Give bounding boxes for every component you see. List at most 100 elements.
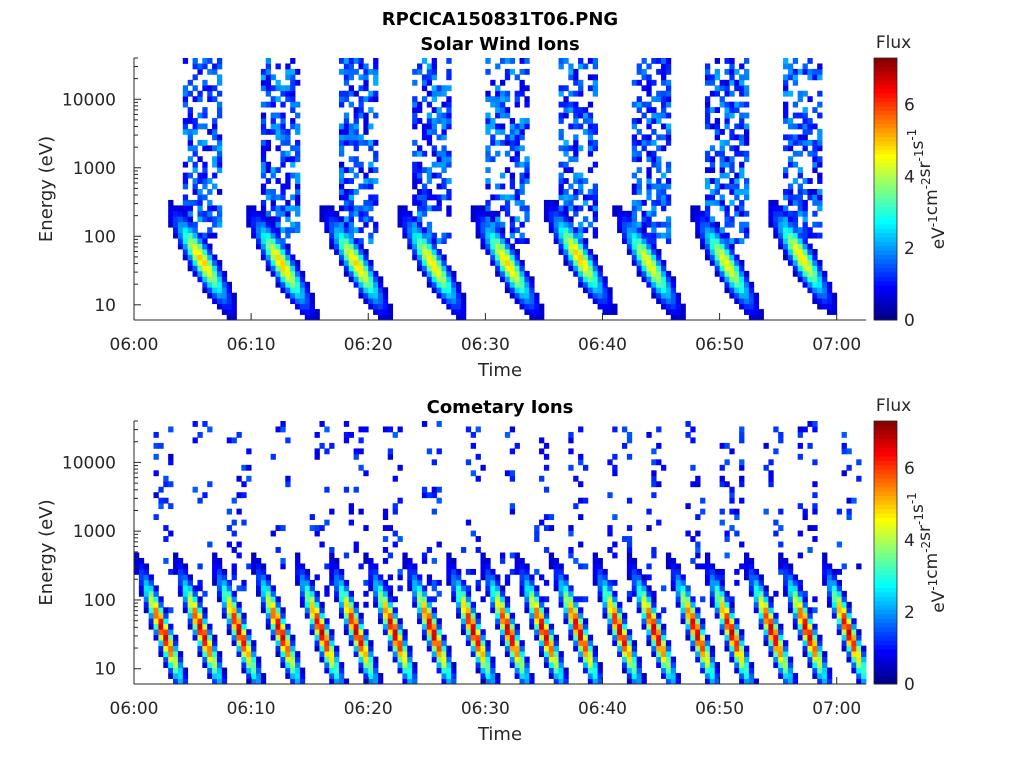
heatmap-cell	[719, 270, 725, 277]
heatmap-cell	[363, 139, 369, 146]
heatmap-cell	[519, 590, 525, 597]
heatmap-cell	[626, 525, 633, 531]
heatmap-cell	[568, 194, 574, 201]
heatmap-cell	[192, 254, 198, 261]
heatmap-cell	[846, 607, 852, 614]
heatmap-cell	[187, 205, 193, 212]
heatmap-cell	[626, 634, 633, 641]
heatmap-cell	[280, 139, 286, 146]
heatmap-cell	[631, 189, 638, 195]
heatmap-cell	[509, 426, 516, 433]
heatmap-cell	[797, 150, 803, 157]
heatmap-cell	[402, 629, 408, 636]
heatmap-cell	[426, 238, 433, 244]
heatmap-cell	[246, 673, 252, 679]
heatmap-cell	[729, 79, 735, 86]
heatmap-cell	[275, 134, 281, 141]
heatmap-cell	[802, 623, 808, 630]
heatmap-cell	[753, 585, 760, 592]
heatmap-cell	[221, 292, 228, 299]
heatmap-cell	[221, 590, 228, 597]
heatmap-cell	[563, 232, 569, 239]
heatmap-cell	[329, 552, 335, 559]
heatmap-cell	[504, 112, 511, 119]
heatmap-cell	[338, 150, 345, 157]
heatmap-cell	[387, 448, 394, 455]
heatmap-cell	[363, 276, 369, 283]
heatmap-cell	[783, 645, 789, 652]
heatmap-cell	[338, 216, 345, 223]
heatmap-cell	[407, 227, 413, 234]
heatmap-cell	[495, 232, 501, 239]
heatmap-cell	[665, 216, 672, 223]
heatmap-cell	[392, 612, 398, 619]
heatmap-cell	[636, 579, 642, 586]
heatmap-cell	[783, 662, 789, 668]
heatmap-cell	[392, 634, 398, 641]
heatmap-cell	[373, 574, 379, 581]
heatmap-cell	[709, 585, 716, 592]
heatmap-cell	[524, 303, 530, 310]
heatmap-cell	[641, 112, 647, 119]
heatmap-cell	[568, 249, 574, 255]
heatmap-cell	[700, 227, 706, 234]
heatmap-cell	[173, 656, 179, 663]
heatmap-cell	[646, 508, 652, 515]
heatmap-cell	[265, 249, 272, 255]
heatmap-cell	[382, 309, 389, 315]
colorbar-segment	[874, 618, 897, 624]
heatmap-cell	[665, 167, 672, 174]
heatmap-cell	[563, 259, 569, 266]
heatmap-cell	[231, 640, 237, 647]
colorbar-segment	[874, 114, 897, 120]
heatmap-cell	[612, 607, 618, 614]
heatmap-cell	[353, 189, 359, 195]
heatmap-cell	[514, 662, 520, 668]
heatmap-cell	[500, 232, 506, 239]
heatmap-cell	[714, 123, 720, 130]
heatmap-cell	[568, 265, 574, 272]
heatmap-cell	[256, 563, 262, 570]
heatmap-cell	[309, 596, 315, 603]
heatmap-cell	[358, 58, 364, 64]
heatmap-cell	[807, 189, 813, 195]
heatmap-cell	[226, 612, 232, 619]
heatmap-cell	[202, 243, 208, 250]
heatmap-cell	[182, 232, 189, 239]
heatmap-cell	[739, 281, 745, 288]
heatmap-cell	[353, 453, 359, 460]
heatmap-cell	[500, 249, 506, 255]
heatmap-cell	[173, 651, 179, 658]
heatmap-cell	[665, 667, 672, 674]
heatmap-cell	[173, 216, 179, 223]
heatmap-cell	[631, 579, 638, 586]
heatmap-cell	[646, 629, 652, 636]
heatmap-cell	[719, 194, 725, 201]
heatmap-cell	[417, 210, 423, 217]
heatmap-cell	[407, 563, 413, 570]
heatmap-cell	[646, 167, 652, 174]
heatmap-cell	[563, 590, 569, 597]
heatmap-cell	[202, 618, 208, 625]
heatmap-cell	[709, 254, 716, 261]
heatmap-cell	[465, 629, 472, 636]
heatmap-cell	[446, 287, 452, 294]
heatmap-cell	[392, 503, 398, 510]
heatmap-cell	[778, 541, 784, 548]
heatmap-cell	[656, 58, 662, 64]
heatmap-cell	[173, 645, 179, 652]
heatmap-cell	[514, 667, 520, 674]
heatmap-cell	[768, 651, 774, 658]
heatmap-cell	[846, 618, 852, 625]
heatmap-cell	[373, 167, 379, 174]
heatmap-cell	[817, 667, 823, 674]
heatmap-cell	[436, 629, 442, 636]
heatmap-cell	[290, 205, 296, 212]
heatmap-cell	[734, 238, 740, 244]
heatmap-cell	[485, 645, 491, 652]
heatmap-cell	[465, 612, 472, 619]
heatmap-cell	[207, 270, 213, 277]
heatmap-cell	[724, 161, 730, 168]
heatmap-cell	[695, 623, 701, 630]
heatmap-cell	[192, 629, 198, 636]
